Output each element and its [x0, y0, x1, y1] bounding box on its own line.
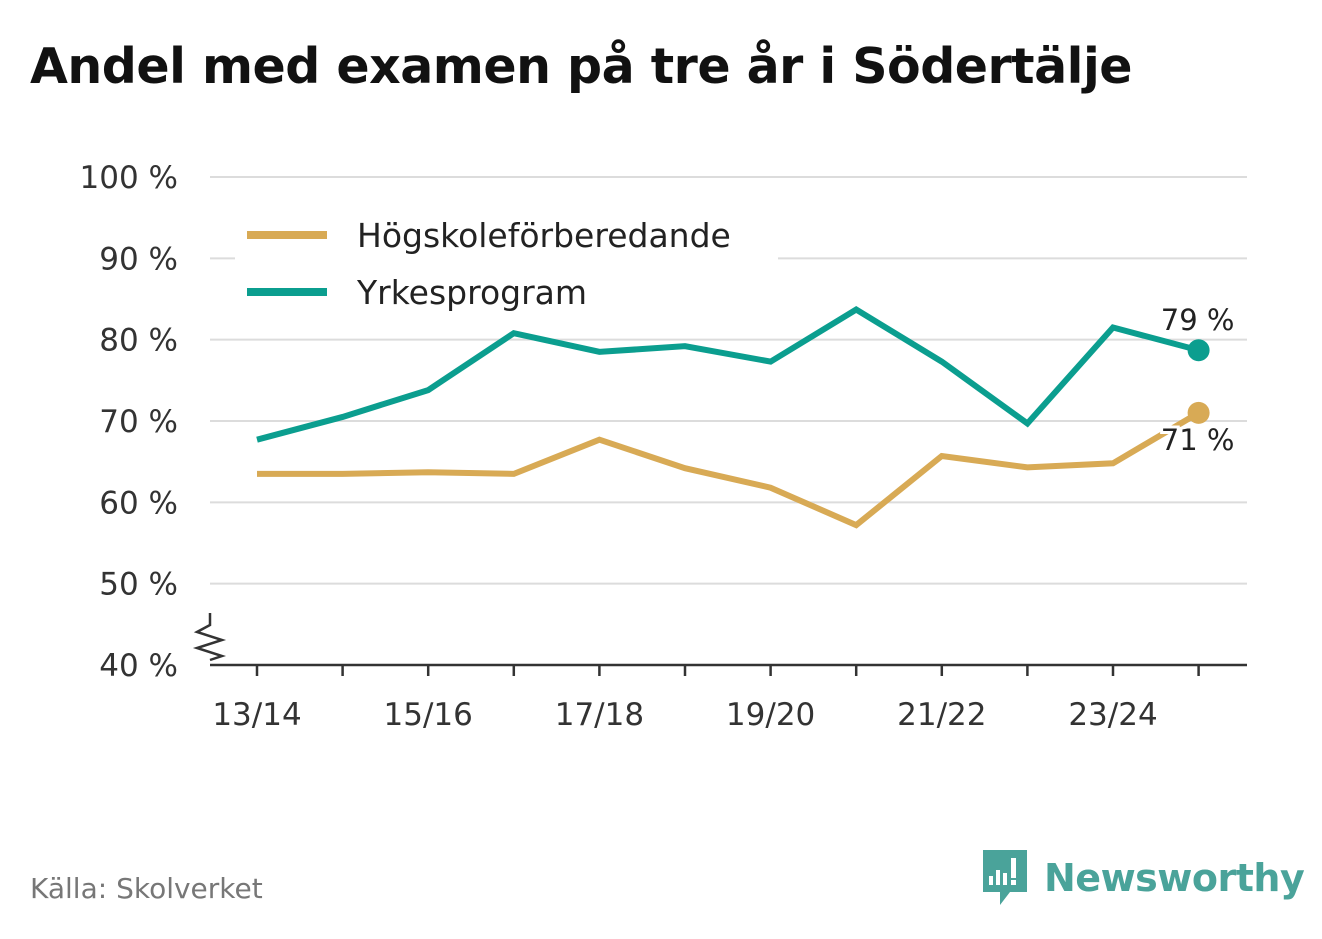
brand-name: Newsworthy	[1044, 856, 1305, 900]
y-tick-label: 70 %	[99, 404, 178, 440]
y-tick-label: 80 %	[99, 323, 178, 359]
newsworthy-logo-icon	[983, 850, 1027, 905]
series-end-point-1	[1187, 339, 1210, 362]
series-line-0	[257, 410, 1201, 529]
series-end-point-0	[1187, 401, 1210, 424]
x-tick-label: 17/18	[555, 697, 644, 733]
x-tick-label: 23/24	[1068, 697, 1157, 733]
y-tick-label: 60 %	[99, 485, 178, 521]
x-tick-label: 19/20	[726, 697, 815, 733]
y-tick-label: 100 %	[80, 160, 178, 196]
source-note: Källa: Skolverket	[30, 872, 263, 905]
y-tick-label: 50 %	[99, 567, 178, 603]
x-tick-label: 13/14	[212, 697, 301, 733]
legend-label-0: Högskoleförberedande	[357, 216, 731, 255]
end-value-label-0: 71 %	[1161, 423, 1235, 457]
legend-box	[235, 203, 778, 318]
axis-break-icon	[192, 613, 227, 662]
legend-label-1: Yrkesprogram	[356, 273, 587, 312]
y-tick-label: 90 %	[99, 241, 178, 277]
x-tick-label: 21/22	[897, 697, 986, 733]
series-line-1	[256, 306, 1200, 443]
end-value-label-1: 79 %	[1161, 303, 1235, 337]
chart-title: Andel med examen på tre år i Södertälje	[30, 38, 1133, 95]
y-tick-label: 40 %	[99, 648, 178, 684]
brand-logo[interactable]: Newsworthy	[980, 848, 1305, 908]
x-tick-label: 15/16	[384, 697, 473, 733]
